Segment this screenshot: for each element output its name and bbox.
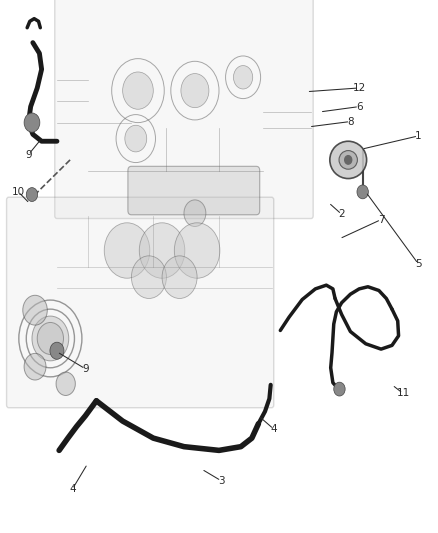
FancyBboxPatch shape [55,0,313,219]
FancyBboxPatch shape [128,166,260,215]
Circle shape [139,223,185,278]
Text: 12: 12 [353,83,366,93]
FancyBboxPatch shape [7,197,274,408]
Text: 1: 1 [415,131,422,141]
Circle shape [233,66,253,89]
Text: 11: 11 [396,389,410,398]
Circle shape [56,372,75,395]
Circle shape [181,74,209,108]
Text: 8: 8 [347,117,354,126]
Ellipse shape [339,151,357,169]
Text: 5: 5 [415,259,422,269]
Circle shape [24,113,40,132]
Text: 9: 9 [82,364,89,374]
Circle shape [37,322,64,354]
Circle shape [104,223,150,278]
Circle shape [32,316,69,361]
Text: 6: 6 [356,102,363,111]
Text: 9: 9 [25,150,32,159]
Circle shape [184,200,206,227]
Text: 2: 2 [338,209,345,219]
Circle shape [24,353,46,380]
Text: 3: 3 [218,476,225,486]
Circle shape [345,156,352,164]
Circle shape [123,72,153,109]
Text: 4: 4 [270,424,277,434]
Circle shape [357,185,368,199]
Circle shape [131,256,166,298]
Circle shape [162,256,197,298]
Circle shape [26,188,38,201]
Text: 7: 7 [378,215,385,224]
Ellipse shape [330,141,367,179]
Circle shape [125,125,147,152]
Text: 10: 10 [12,187,25,197]
Circle shape [334,382,345,396]
Circle shape [50,342,64,359]
Circle shape [23,295,47,325]
Text: 4: 4 [69,484,76,494]
Circle shape [174,223,220,278]
